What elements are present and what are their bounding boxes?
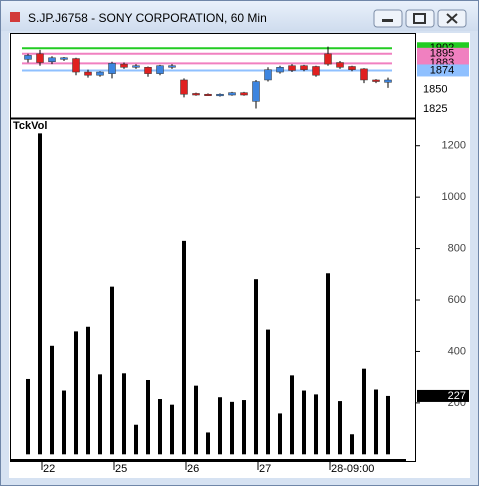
volume-bar bbox=[314, 394, 318, 455]
last-value-tag bbox=[417, 389, 469, 402]
volume-label: TckVol bbox=[13, 120, 47, 132]
candle-body bbox=[144, 67, 152, 74]
volume-bar bbox=[50, 345, 54, 455]
candle-body bbox=[264, 69, 272, 81]
candle-body bbox=[108, 63, 116, 74]
last-value-label: 227 bbox=[448, 390, 466, 402]
candle-body bbox=[84, 71, 92, 76]
level-label: 1874 bbox=[430, 64, 454, 76]
volume-bar bbox=[374, 389, 378, 455]
volume-bar bbox=[230, 401, 234, 455]
volume-bar bbox=[242, 400, 246, 455]
close-icon bbox=[446, 13, 458, 24]
volume-bar bbox=[386, 395, 390, 455]
y-tick-label: 1200 bbox=[442, 140, 466, 152]
y-tick-label: 800 bbox=[448, 242, 466, 254]
x-axis-strip bbox=[10, 459, 406, 462]
volume-bar bbox=[86, 326, 90, 455]
candle-body bbox=[372, 79, 380, 82]
volume-bar bbox=[62, 390, 66, 455]
window-buttons[interactable] bbox=[373, 9, 467, 28]
volume-bar bbox=[26, 378, 30, 455]
volume-bar bbox=[290, 375, 294, 455]
volume-bar bbox=[182, 240, 186, 455]
app-icon bbox=[10, 12, 20, 22]
volume-bar bbox=[122, 373, 126, 455]
level-label: 1895 bbox=[430, 48, 454, 60]
candle-body bbox=[168, 65, 176, 68]
candle-body bbox=[36, 53, 44, 63]
candle-body bbox=[132, 65, 140, 68]
candle-body bbox=[72, 58, 80, 73]
candle-body bbox=[252, 81, 260, 102]
y-tick-label: 1850 bbox=[423, 83, 447, 95]
volume-bar bbox=[74, 331, 78, 455]
x-tick-label: 28-09:00 bbox=[331, 463, 374, 475]
minimize-button[interactable] bbox=[373, 9, 403, 28]
candle-body bbox=[336, 62, 344, 68]
minimize-icon bbox=[382, 19, 393, 22]
volume-bar bbox=[170, 404, 174, 455]
volume-bar bbox=[266, 329, 270, 455]
candle-body bbox=[324, 53, 332, 65]
volume-bar bbox=[218, 397, 222, 455]
candle-body bbox=[24, 55, 32, 60]
window-title: S.JP.J6758 - SONY CORPORATION, 60 Min bbox=[28, 11, 267, 25]
volume-bar bbox=[206, 432, 210, 455]
x-tick-label: 25 bbox=[115, 463, 127, 475]
volume-bar bbox=[146, 379, 150, 455]
volume-bar bbox=[158, 399, 162, 455]
volume-bar bbox=[38, 133, 42, 455]
chart-area bbox=[9, 33, 470, 478]
candle-body bbox=[60, 57, 68, 60]
level-tag bbox=[417, 64, 469, 77]
volume-bar bbox=[254, 279, 258, 455]
candle-body bbox=[180, 79, 188, 95]
candle-body bbox=[204, 93, 212, 96]
candle-body bbox=[240, 92, 248, 96]
candle-body bbox=[276, 67, 284, 73]
candle-body bbox=[216, 93, 224, 97]
candle-body bbox=[48, 57, 56, 62]
volume-bar bbox=[302, 390, 306, 455]
y-tick-label: 400 bbox=[448, 345, 466, 357]
candle-body bbox=[228, 92, 236, 96]
volume-bar bbox=[278, 413, 282, 455]
candle-body bbox=[96, 71, 104, 76]
maximize-icon bbox=[413, 13, 426, 24]
volume-bar bbox=[134, 424, 138, 455]
candle-body bbox=[384, 79, 392, 83]
volume-bar bbox=[338, 401, 342, 455]
candle-body bbox=[156, 65, 164, 74]
candle-body bbox=[288, 65, 296, 71]
candle-body bbox=[192, 93, 200, 96]
volume-bar bbox=[362, 368, 366, 455]
x-tick-label: 22 bbox=[43, 463, 55, 475]
x-tick-label: 27 bbox=[259, 463, 271, 475]
y-tick-label: 1825 bbox=[423, 103, 447, 115]
volume-bar bbox=[350, 434, 354, 455]
candle-body bbox=[312, 66, 320, 76]
volume-bar bbox=[110, 286, 114, 455]
level-tag bbox=[417, 47, 469, 60]
x-tick-label: 26 bbox=[187, 463, 199, 475]
volume-bar bbox=[326, 273, 330, 455]
candle-body bbox=[120, 63, 128, 68]
volume-bar bbox=[194, 385, 198, 455]
y-tick-label: 1000 bbox=[442, 191, 466, 203]
volume-bar bbox=[98, 374, 102, 455]
candle-body bbox=[348, 66, 356, 70]
maximize-button[interactable] bbox=[405, 9, 435, 28]
y-tick-label: 600 bbox=[448, 294, 466, 306]
candle-body bbox=[300, 65, 308, 70]
candle-body bbox=[360, 68, 368, 81]
